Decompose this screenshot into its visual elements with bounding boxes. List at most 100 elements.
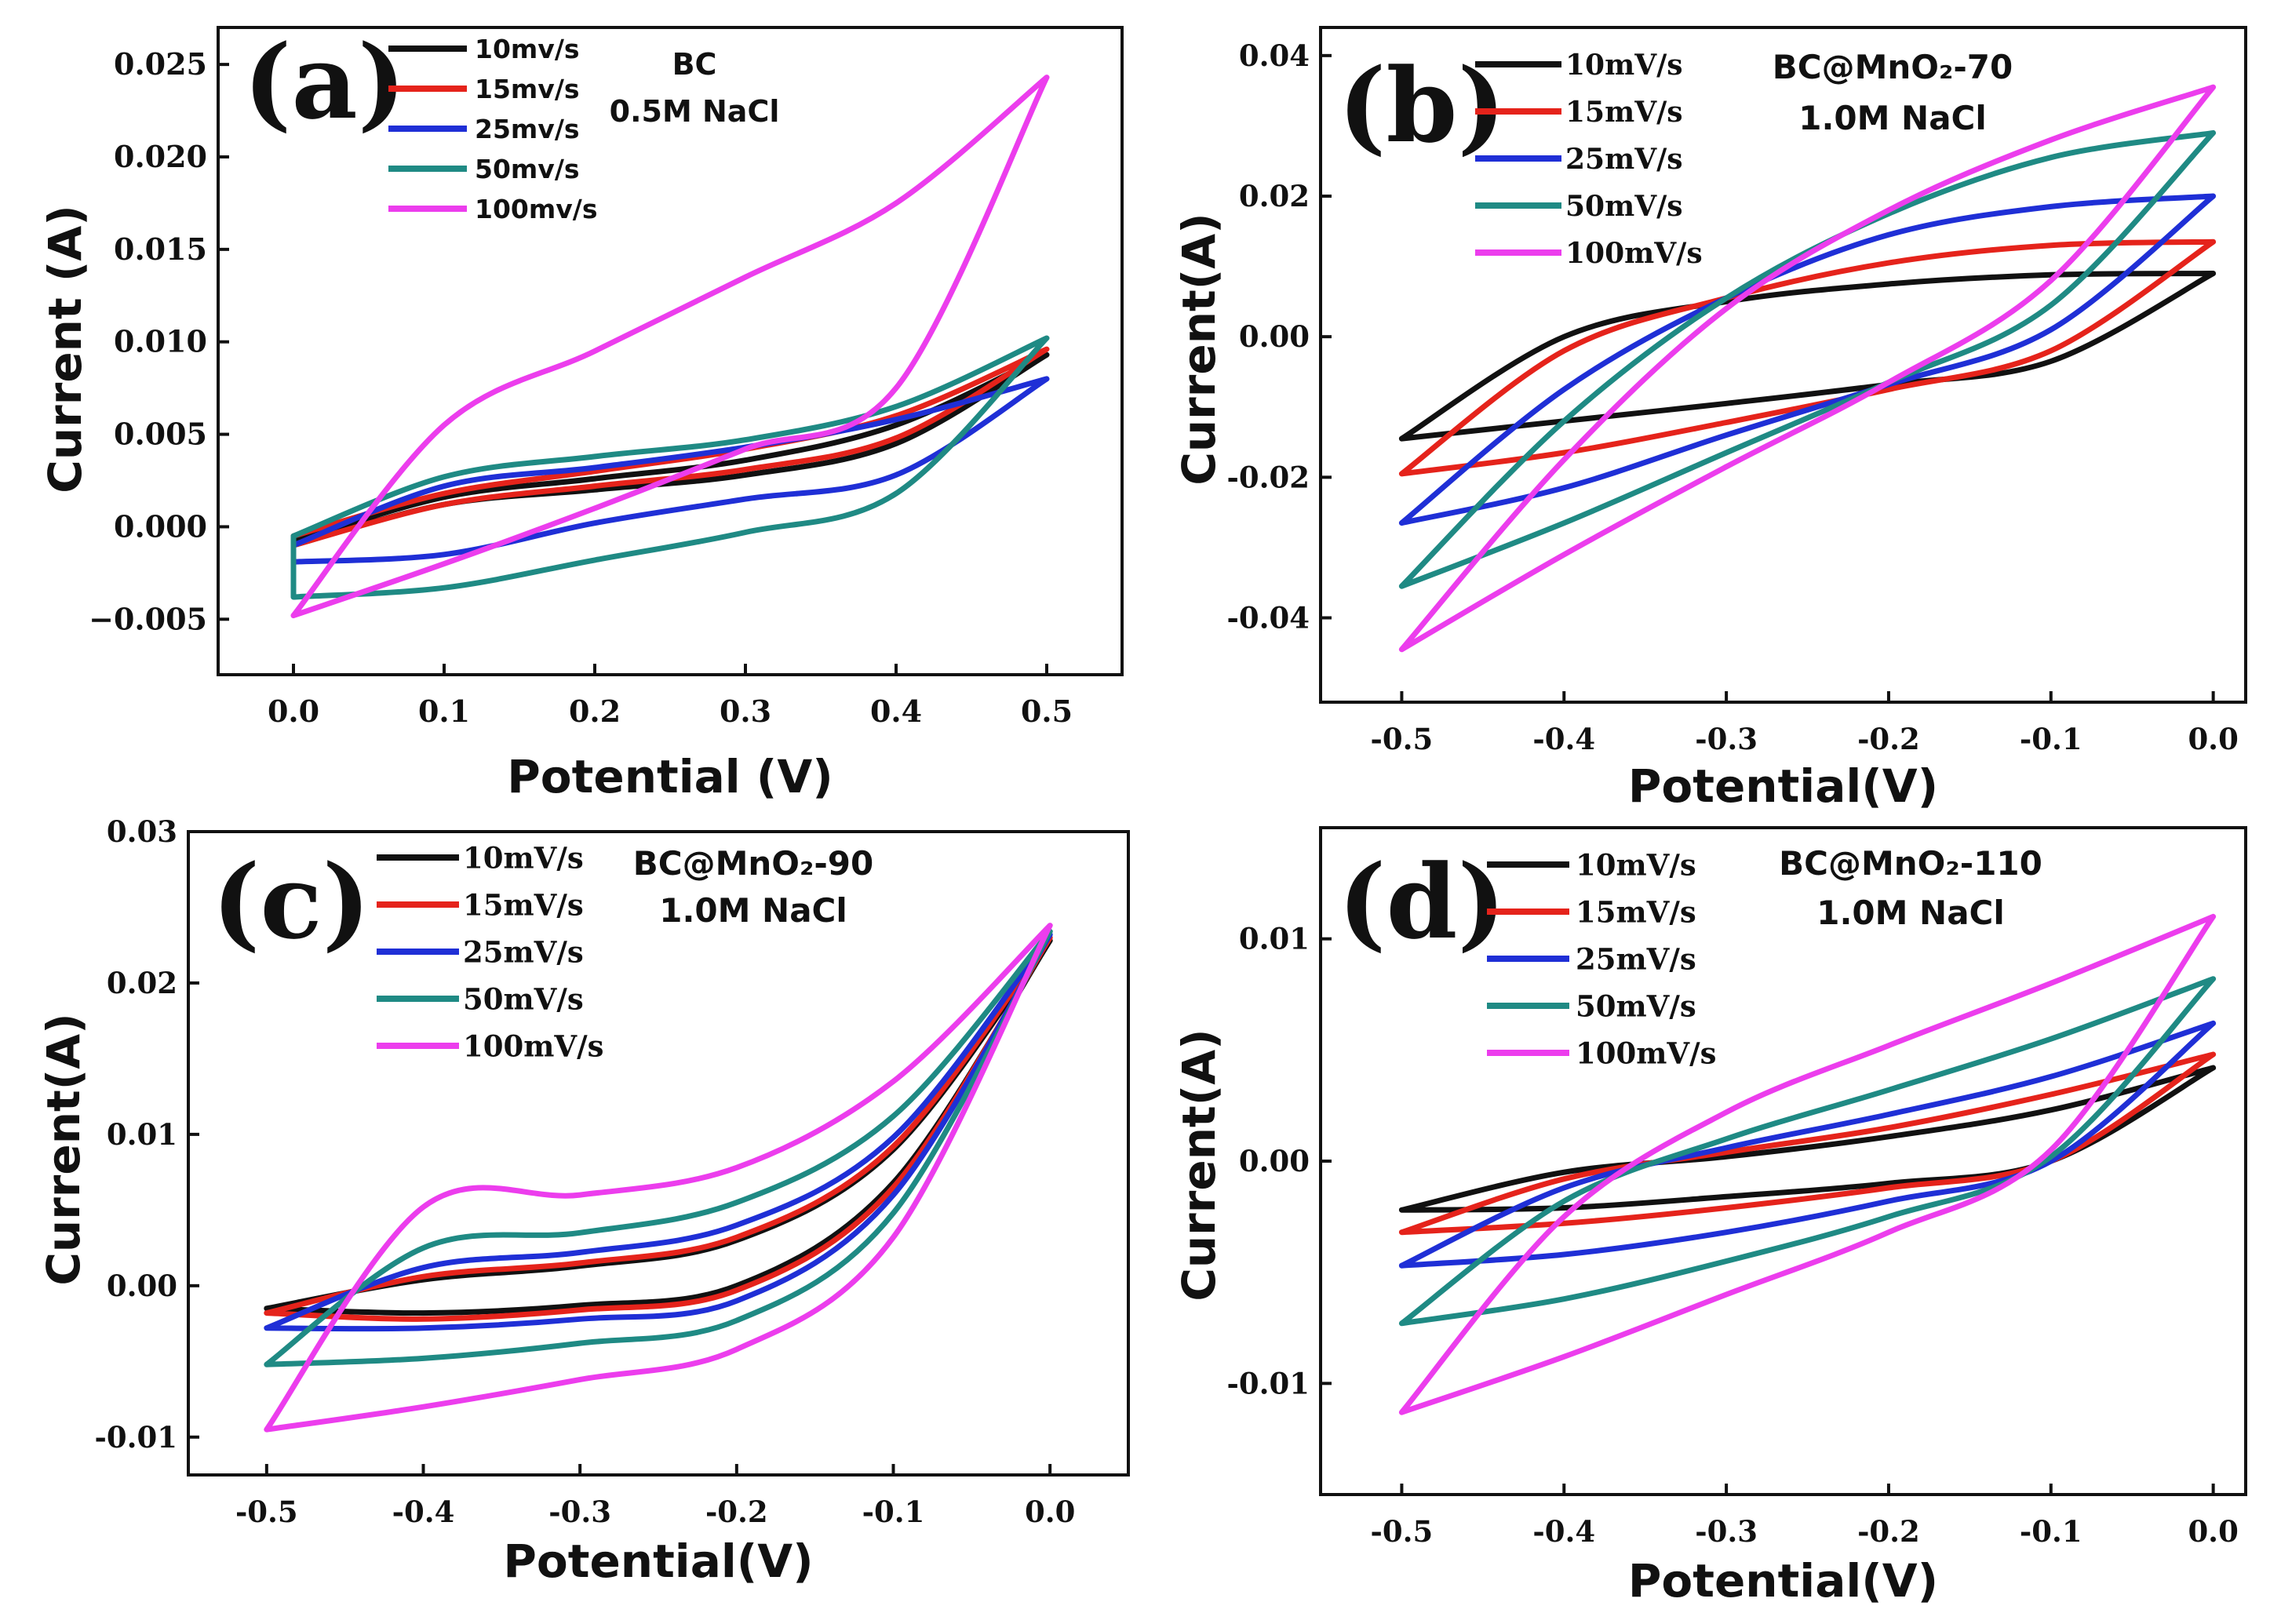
legend-label-50: 50mV/s <box>1576 989 1696 1023</box>
electrolyte-label: 1.0M NaCl <box>659 891 847 930</box>
series-loop-100 <box>1398 84 2217 653</box>
legend-label-100: 100mV/s <box>463 1029 603 1063</box>
legend-label-100: 100mv/s <box>475 194 597 224</box>
series-loop-100 <box>264 923 1053 1433</box>
y-tick-label: 0.010 <box>114 324 207 359</box>
sample-title: BC <box>672 47 717 82</box>
y-axis-label: Current(A) <box>1172 1029 1226 1301</box>
x-tick-label: -0.4 <box>1532 722 1595 756</box>
x-tick-label: -0.3 <box>1695 722 1758 756</box>
x-tick-label: -0.1 <box>862 1495 925 1529</box>
x-tick-label: -0.5 <box>1371 722 1434 756</box>
y-tick-label: 0.03 <box>107 814 177 849</box>
y-tick-label: 0.025 <box>114 46 207 82</box>
x-tick-label: -0.5 <box>1371 1514 1434 1549</box>
y-tick-label: 0.01 <box>1239 922 1310 956</box>
legend-label-50: 50mV/s <box>463 981 584 1016</box>
y-axis-label: Current(A) <box>37 1013 90 1285</box>
sample-title: BC@MnO₂-90 <box>633 844 874 883</box>
x-tick-label: -0.3 <box>548 1495 611 1529</box>
x-tick-label: -0.1 <box>2020 722 2082 756</box>
y-tick-label: 0.02 <box>107 966 177 1000</box>
x-tick-label: 0.1 <box>418 694 470 729</box>
y-tick-label: -0.01 <box>1227 1366 1310 1400</box>
legend-label-15: 15mV/s <box>463 887 584 922</box>
legend-label-15: 15mv/s <box>475 74 580 104</box>
x-tick-label: 0.3 <box>720 694 771 729</box>
series-loop-15 <box>290 346 1050 548</box>
legend-label-25: 25mV/s <box>1565 143 1683 176</box>
y-tick-label: −0.005 <box>89 601 207 636</box>
x-axis-label: Potential(V) <box>503 1535 813 1588</box>
series-loop-100 <box>290 75 1050 619</box>
x-tick-label: -0.5 <box>235 1495 298 1529</box>
y-tick-label: 0.00 <box>107 1269 177 1303</box>
x-axis-label: Potential (V) <box>507 750 833 803</box>
x-tick-label: -0.2 <box>1857 722 1920 756</box>
x-tick-label: -0.3 <box>1695 1514 1758 1549</box>
legend-label-25: 25mV/s <box>1576 941 1696 976</box>
x-tick-label: 0.0 <box>2188 1514 2238 1549</box>
y-axis-label: Current (A) <box>38 205 92 493</box>
y-axis-label: Current(A) <box>1172 213 1226 485</box>
legend-label-25: 25mv/s <box>475 114 580 144</box>
y-tick-label: 0.00 <box>1239 1144 1310 1178</box>
legend-label-10: 10mV/s <box>1565 49 1683 82</box>
legend-label-50: 50mv/s <box>475 154 580 184</box>
panel-d: -0.5 -0.4 -0.3 -0.2 -0.1 0.0 -0.01 0.00 0.01 Pote… <box>1172 826 2247 1608</box>
x-tick-label: -0.4 <box>1532 1514 1595 1549</box>
x-tick-label: -0.1 <box>2020 1514 2082 1549</box>
x-tick-label: 0.2 <box>569 694 621 729</box>
x-tick-label: -0.2 <box>705 1495 768 1529</box>
x-tick-label: 0.0 <box>268 694 319 729</box>
electrolyte-label: 0.5M NaCl <box>610 94 780 129</box>
legend-label-100: 100mV/s <box>1565 237 1703 270</box>
y-tick-label: -0.01 <box>95 1420 177 1455</box>
y-tick-label: -0.02 <box>1227 460 1310 494</box>
y-tick-label: 0.04 <box>1239 38 1310 73</box>
legend-label-25: 25mV/s <box>463 934 584 969</box>
panel-b: -0.5 -0.4 -0.3 -0.2 -0.1 0.0 -0.04 -0.02 0.00 0.0… <box>1172 26 2247 813</box>
legend-label-15: 15mV/s <box>1565 96 1683 129</box>
y-tick-label: 0.020 <box>114 139 207 174</box>
legend-label-10: 10mV/s <box>1576 847 1696 882</box>
series-loop-15 <box>1398 239 2217 477</box>
legend-label-10: 10mV/s <box>463 840 584 875</box>
series-loop-50 <box>290 335 1050 600</box>
legend-label-10: 10mv/s <box>475 34 580 64</box>
y-tick-label: 0.01 <box>107 1117 177 1152</box>
electrolyte-label: 1.0M NaCl <box>1816 894 2005 932</box>
plot-frame <box>1319 26 2247 704</box>
series-loop-25 <box>1398 193 2217 526</box>
x-axis-label: Potential(V) <box>1628 759 1938 813</box>
panel-letter: (d) <box>1338 842 1506 962</box>
y-tick-label: 0.00 <box>1239 319 1310 354</box>
electrolyte-label: 1.0M NaCl <box>1798 99 1987 137</box>
series-loop-25 <box>290 376 1050 565</box>
sample-title: BC@MnO₂-70 <box>1773 48 2013 86</box>
legend-label-15: 15mV/s <box>1576 894 1696 929</box>
y-tick-label: 0.02 <box>1239 179 1310 213</box>
x-tick-label: 0.0 <box>1025 1495 1075 1529</box>
x-tick-label: 0.0 <box>2188 722 2238 756</box>
panel-letter: (a) <box>243 22 406 142</box>
x-tick-label: 0.5 <box>1021 694 1073 729</box>
sample-title: BC@MnO₂-110 <box>1779 844 2042 883</box>
x-tick-label: -0.2 <box>1857 1514 1920 1549</box>
series-loop-50 <box>1398 976 2217 1327</box>
panel-a: 0.0 0.1 0.2 0.3 0.4 0.5 −0.005 0.000 0.005 0.010 0… <box>38 22 1124 803</box>
plot-frame <box>217 26 1124 676</box>
plot-frame <box>187 830 1130 1477</box>
series-loop-50 <box>1398 129 2217 589</box>
y-tick-label: 0.005 <box>114 417 207 452</box>
y-tick-label: 0.015 <box>114 231 207 267</box>
x-axis-label: Potential(V) <box>1628 1554 1938 1608</box>
x-tick-label: 0.4 <box>870 694 922 729</box>
panel-c: -0.5 -0.4 -0.3 -0.2 -0.1 0.0 -0.01 0.00 0.01 0.02… <box>37 814 1130 1588</box>
y-tick-label: 0.000 <box>114 508 207 544</box>
x-tick-label: -0.4 <box>392 1495 455 1529</box>
series-loop-100 <box>1398 913 2217 1415</box>
y-tick-label: -0.04 <box>1227 601 1310 635</box>
legend-label-50: 50mV/s <box>1565 190 1683 223</box>
